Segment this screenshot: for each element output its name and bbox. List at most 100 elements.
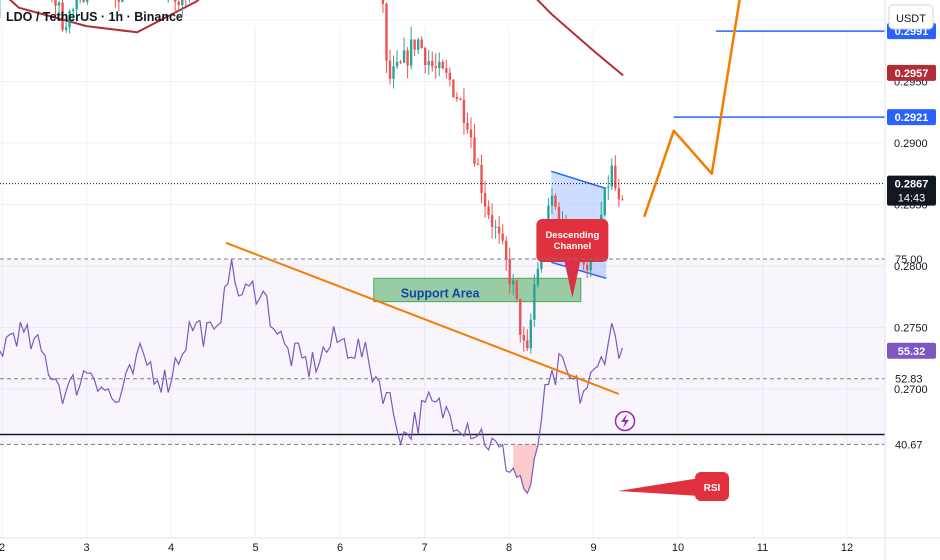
ma-line [8, 0, 624, 77]
horizontal-levels [0, 30, 885, 185]
candle-body [385, 3, 388, 61]
candle-body [420, 39, 423, 48]
candle-body [381, 0, 385, 4]
channel-callout-text-1: Descending [545, 230, 599, 241]
time-tick-label: 2 [0, 542, 5, 554]
candle-body [550, 195, 554, 206]
candle-body [54, 0, 57, 6]
price-tick-label: 0.2800 [894, 261, 928, 273]
candle-body [466, 122, 469, 130]
candle-body [75, 0, 78, 10]
candle-body [121, 0, 124, 2]
price-level-tag [887, 64, 936, 81]
candle-body [459, 98, 462, 100]
candle-body [438, 61, 441, 68]
price-axis-bg [885, 0, 940, 560]
candle-body [501, 233, 504, 241]
time-tick-label: 12 [841, 542, 853, 554]
candle-body [57, 2, 61, 6]
candle-body [554, 195, 557, 207]
currency-button[interactable]: USDT [888, 4, 934, 30]
moving-average-100: Moving Average 100 [8, 0, 624, 77]
candle-body [388, 60, 392, 79]
candle-body [504, 240, 508, 260]
candle-body [487, 206, 490, 216]
candle-body [86, 0, 89, 2]
candle-body [181, 0, 184, 6]
price-tick-label: 0.2900 [894, 138, 928, 150]
channel-callout-text-2: Channel [554, 241, 591, 252]
candle-body [519, 298, 522, 335]
candle-body [409, 39, 413, 66]
candle-body [607, 186, 610, 188]
candle-body [64, 27, 68, 30]
candle-body [621, 199, 624, 201]
gridlines [0, 19, 885, 538]
candle-body [452, 79, 455, 97]
candle-body [395, 61, 399, 67]
chart-title: LDO / TetherUS · 1h · Binance [6, 10, 183, 24]
candle-body [585, 264, 589, 271]
rsi-tick-label: 40.67 [895, 439, 923, 451]
candle-body [497, 226, 501, 234]
candle-body [174, 0, 177, 2]
rsi-value-tag [887, 342, 936, 359]
candle-body [522, 334, 525, 341]
price-level-tag [887, 109, 936, 126]
candle-body [448, 72, 452, 80]
time-tick-label: 7 [421, 542, 427, 554]
candle-body [416, 39, 420, 50]
time-tick-label: 10 [672, 542, 684, 554]
candle-body [557, 206, 561, 229]
candle-body [480, 164, 483, 194]
candle-body [431, 61, 434, 67]
candle-body [536, 268, 540, 285]
time-tick-label: 9 [590, 542, 596, 554]
candle-body [413, 39, 416, 50]
candle-body [490, 215, 494, 227]
candle-body [533, 284, 536, 320]
candle-body [406, 50, 409, 66]
price-level-tag-label: 0.2921 [895, 112, 929, 124]
candle-body [71, 9, 75, 12]
price-tick-label: 0.2700 [894, 384, 928, 396]
time-tick-label: 3 [83, 542, 89, 554]
candle-body [508, 259, 511, 285]
candle-body [610, 165, 614, 187]
candle-body [68, 11, 71, 28]
rsi-tick-label: 75.00 [895, 254, 923, 266]
candle-body [445, 68, 448, 73]
candle-body [441, 61, 445, 69]
candle-body [617, 188, 621, 200]
candle-body [82, 0, 85, 2]
candle-body [473, 137, 476, 164]
rsi-tick-label: 52.83 [895, 374, 923, 386]
arrow-path [643, 0, 741, 218]
price-tick-label: 0.2750 [894, 323, 928, 335]
candle-body [469, 129, 473, 138]
support-area: Support Area [373, 277, 582, 303]
candle-body [455, 96, 459, 99]
last-price-tag [887, 175, 936, 206]
candle-body [476, 163, 480, 165]
candle-body [494, 226, 497, 228]
time-tick-label: 4 [168, 542, 174, 554]
channel-upper [551, 170, 607, 190]
candle-body [402, 50, 406, 63]
candle-body [424, 47, 427, 66]
rsi-line [0, 259, 623, 495]
price-level-tag-label: 0.2957 [895, 68, 929, 80]
candle-body [427, 61, 430, 66]
candle-body [614, 165, 617, 189]
candle-body [399, 61, 402, 63]
candle-body [117, 0, 121, 2]
candle-body [529, 319, 533, 349]
support-area-label: Support Area [401, 287, 481, 301]
candle-body [462, 99, 466, 123]
rsi-oversold-fill [513, 444, 538, 494]
rsi-callout-label: RSI [704, 483, 721, 494]
